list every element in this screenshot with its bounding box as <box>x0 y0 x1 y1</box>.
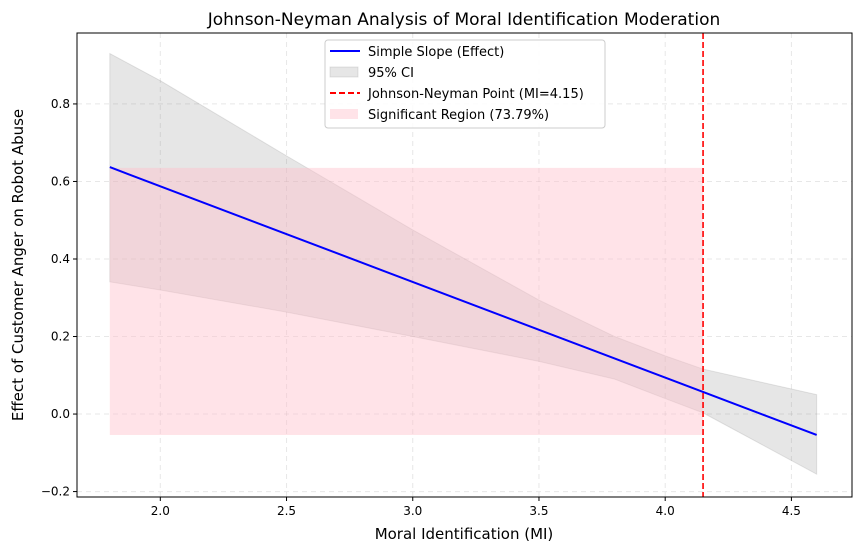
legend-swatch-region <box>330 109 358 119</box>
legend-box <box>324 39 606 129</box>
simple-slope-line <box>109 166 818 436</box>
marks <box>109 33 818 497</box>
y-tick-label: 0.8 <box>51 97 70 111</box>
legend: Simple Slope (Effect) 95% CI Johnson-Ney… <box>324 39 606 129</box>
x-tick-label: 3.5 <box>529 504 548 518</box>
legend-swatch-ci <box>329 66 359 78</box>
chart-title: Johnson-Neyman Analysis of Moral Identif… <box>207 10 721 30</box>
plot-frame <box>76 32 853 498</box>
y-tick-label: 0.0 <box>51 407 70 421</box>
x-tick-label: 2.5 <box>277 504 296 518</box>
ticks: 2.0 2.5 3.0 3.5 4.0 4.5 −0.2 0.0 0.2 0.4 0.6 0.8 <box>41 97 801 518</box>
y-axis-label: Effect of Customer Anger on Robot Abuse <box>9 109 27 421</box>
significant-region <box>109 167 704 435</box>
y-tick-label: 0.2 <box>51 330 70 344</box>
legend-label-ci: 95% CI <box>368 66 414 81</box>
y-tick-label: −0.2 <box>41 485 70 499</box>
legend-label-slope: Simple Slope (Effect) <box>368 45 504 60</box>
x-tick-label: 4.0 <box>656 504 675 518</box>
x-tick-label: 4.5 <box>782 504 801 518</box>
y-tick-label: 0.4 <box>51 252 70 266</box>
x-tick-label: 2.0 <box>151 504 170 518</box>
legend-label-jn: Johnson-Neyman Point (MI=4.15) <box>367 87 584 102</box>
legend-label-region: Significant Region (73.79%) <box>368 108 549 123</box>
x-axis-label: Moral Identification (MI) <box>375 525 554 543</box>
x-tick-label: 3.0 <box>403 504 422 518</box>
y-tick-label: 0.6 <box>51 174 70 188</box>
